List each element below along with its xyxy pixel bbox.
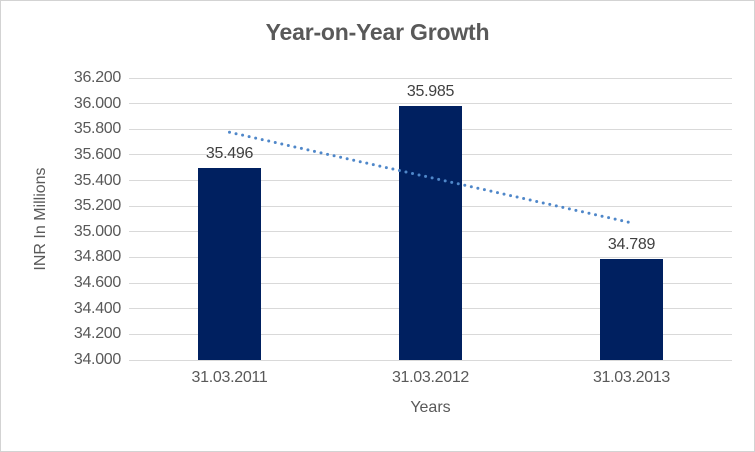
y-tick-label: 34.400 bbox=[73, 299, 121, 317]
x-tick-label: 31.03.2013 bbox=[592, 369, 671, 386]
bar bbox=[399, 105, 462, 360]
y-tick-label: 35.600 bbox=[73, 145, 121, 163]
y-tick-label: 36.000 bbox=[73, 94, 121, 112]
y-tick-label: 35.000 bbox=[73, 222, 121, 240]
x-axis-title: Years bbox=[410, 399, 451, 416]
y-tick-label: 34.600 bbox=[73, 274, 121, 292]
y-tick-label: 34.000 bbox=[73, 351, 121, 368]
y-tick-label: 34.200 bbox=[73, 325, 121, 343]
bar-data-label: 35.496 bbox=[205, 145, 254, 163]
y-tick-label: 35.200 bbox=[73, 197, 121, 215]
trendline bbox=[228, 130, 633, 225]
bar bbox=[600, 258, 663, 360]
gridline bbox=[129, 359, 732, 361]
x-axis-tick-labels: 31.03.2011 31.03.2012 31.03.2013 bbox=[129, 369, 732, 389]
chart-title: Year-on-Year Growth bbox=[265, 19, 490, 45]
gridline bbox=[129, 77, 732, 79]
bar bbox=[198, 168, 261, 360]
y-tick-label: 35.400 bbox=[73, 171, 121, 189]
bar-data-label: 34.789 bbox=[607, 235, 656, 253]
gridline bbox=[129, 103, 732, 105]
plot-area: 35.496 35.985 34.789 bbox=[129, 77, 732, 361]
y-tick-label: 36.200 bbox=[73, 69, 121, 86]
x-tick-label: 31.03.2012 bbox=[391, 369, 470, 386]
x-tick-label: 31.03.2011 bbox=[191, 369, 268, 386]
y-tick-label: 34.800 bbox=[73, 248, 121, 266]
bar-data-label: 35.985 bbox=[406, 82, 455, 100]
y-tick-label: 35.800 bbox=[73, 120, 121, 138]
